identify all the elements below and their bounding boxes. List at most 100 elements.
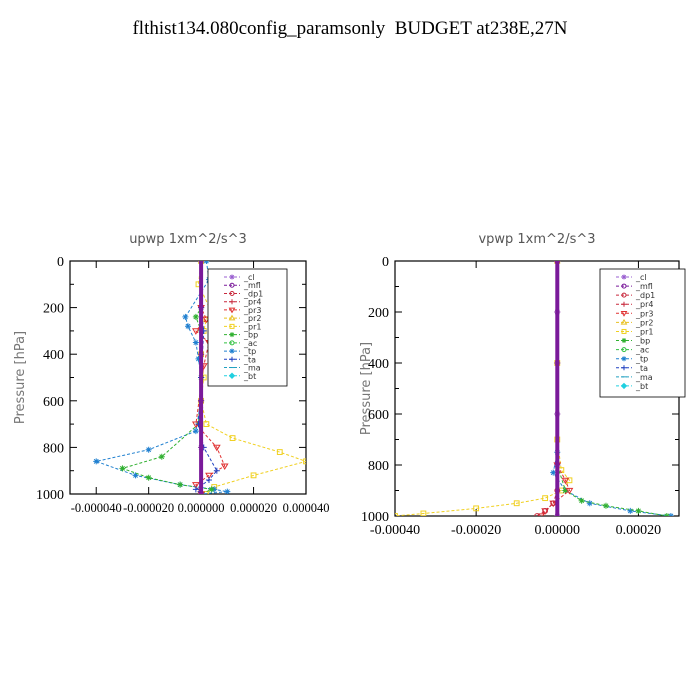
series-line: [395, 261, 571, 516]
y-tick-label: 600: [368, 408, 389, 423]
x-tick-label: 0.000040: [283, 501, 330, 515]
chart-panel-vpwp: vpwp 1xm^2/s^3 Pressure [hPa] 0 200 400 600 80…: [359, 232, 686, 538]
legend-marker: [621, 338, 627, 344]
series-line: [536, 261, 558, 516]
data-point: [562, 487, 569, 494]
data-point: [145, 446, 152, 453]
data-point: [561, 477, 570, 485]
legend-label: _bp: [635, 337, 650, 346]
series-pr3: [537, 261, 574, 516]
data-point: [554, 261, 561, 264]
legend-label: _mfl: [243, 281, 261, 290]
data-point: [513, 500, 520, 507]
legend-item: _ma: [616, 373, 653, 382]
data-point: [185, 323, 191, 330]
legend-marker: [229, 299, 235, 305]
data-point: [224, 488, 231, 494]
legend-marker: [621, 365, 627, 371]
y-tick-label: 0: [382, 255, 389, 270]
data-point: [554, 462, 561, 468]
y-tick-label: 800: [368, 459, 389, 474]
legend-marker: [621, 274, 627, 280]
data-point: [192, 339, 199, 346]
legend-label: _ta: [635, 364, 648, 373]
legend-box: [599, 268, 686, 398]
legend-marker: [229, 323, 235, 329]
y-axis-label: Pressure [hPa]: [13, 331, 28, 424]
legend-marker: [621, 328, 627, 334]
legend-marker: [229, 340, 235, 346]
data-point: [554, 360, 561, 366]
legend-label: _bt: [635, 382, 648, 391]
data-point: [565, 487, 574, 495]
data-point: [250, 472, 257, 479]
chart-title: vpwp 1xm^2/s^3: [478, 232, 595, 247]
series-cl: [198, 261, 205, 494]
chart-panel-upwp: upwp 1xm^2/s^3 Pressure [hPa] 0 200 400 600 80…: [13, 232, 329, 515]
y-tick-label: 400: [368, 357, 389, 372]
legend-label: _pr2: [243, 314, 261, 323]
data-point: [145, 474, 152, 481]
legend-label: _pr4: [635, 300, 653, 309]
data-point: [542, 508, 549, 514]
data-point: [663, 513, 670, 516]
legend-marker: [621, 283, 627, 289]
data-point: [635, 507, 642, 514]
data-point: [195, 355, 202, 362]
series-cl: [554, 261, 561, 516]
legend-marker: [229, 356, 235, 362]
legend-item: _pr2: [224, 314, 261, 323]
legend-item: _mfl: [616, 282, 653, 291]
legend-item: _dp1: [616, 291, 655, 300]
data-point: [205, 472, 213, 480]
legend-label: _ac: [635, 346, 649, 355]
data-point: [627, 507, 634, 514]
legend-label: _bp: [243, 331, 258, 340]
legend-item: _dp1: [224, 289, 263, 298]
legend-box: [207, 268, 288, 387]
legend-item: _pr1: [616, 327, 653, 336]
data-point: [182, 313, 189, 320]
series-pr1: [395, 261, 573, 516]
y-tick-label: 1000: [361, 510, 389, 525]
data-point: [578, 497, 585, 504]
legend-item: _cl: [224, 273, 255, 282]
data-point: [208, 486, 215, 493]
legend-marker: [620, 318, 628, 325]
data-point: [213, 467, 220, 474]
data-point: [198, 397, 205, 404]
legend-label: _ac: [243, 339, 257, 348]
legend-marker: [229, 332, 235, 338]
x-tick-label: -0.00040: [370, 523, 420, 538]
legend-item: _bt: [224, 372, 256, 381]
legend-marker: [621, 356, 627, 362]
data-point: [537, 513, 545, 516]
data-point: [198, 351, 205, 358]
data-point: [554, 513, 561, 516]
legend-item: _bp: [224, 331, 258, 340]
legend-label: _ma: [635, 373, 653, 382]
y-tick-label: 200: [43, 302, 64, 317]
data-point: [191, 328, 200, 335]
data-point: [473, 505, 480, 512]
data-point: [177, 481, 184, 488]
data-point: [192, 428, 199, 435]
data-point: [198, 304, 205, 311]
legend: _cl_mfl_dp1_pr4_pr3_pr2_pr1_bp_ac_tp_ta_…: [599, 268, 686, 398]
x-tick-label: 0.000020: [230, 501, 277, 515]
legend-item: _pr2: [616, 318, 653, 327]
legend-marker: [228, 372, 236, 379]
x-tick-label: -0.00020: [451, 523, 501, 538]
legend-item: _ta: [224, 355, 256, 364]
y-axis-label: Pressure [hPa]: [359, 342, 374, 435]
legend-marker: [621, 292, 627, 298]
legend-item: _tp: [224, 347, 256, 356]
legend-label: _pr3: [635, 309, 653, 318]
legend-item: _pr4: [616, 300, 653, 309]
data-point: [550, 469, 557, 476]
legend-marker: [229, 348, 235, 354]
legend-item: _ac: [224, 339, 257, 348]
data-point: [132, 472, 139, 479]
legend-item: _bp: [616, 337, 650, 346]
